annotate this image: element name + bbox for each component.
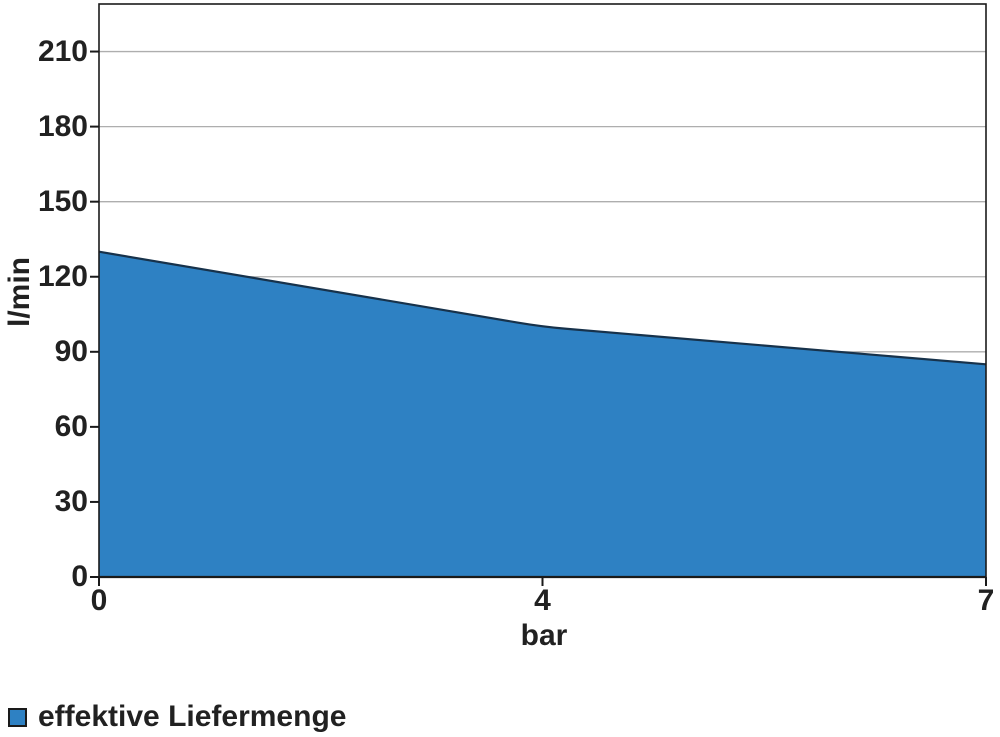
y-tick-label: 150 — [37, 184, 88, 218]
x-axis-title: bar — [520, 619, 568, 652]
y-tick-label: 90 — [54, 334, 88, 368]
legend-label: effektive Liefermenge — [38, 700, 347, 733]
y-tick-label: 120 — [37, 259, 88, 293]
y-axis-title: l/min — [3, 256, 36, 328]
y-tick-label: 60 — [54, 409, 88, 443]
y-tick-label: 180 — [37, 109, 88, 143]
y-tick-label: 0 — [71, 560, 88, 593]
legend: effektive Liefermenge — [8, 701, 346, 733]
x-tick-label: 4 — [534, 584, 551, 617]
legend-swatch-icon — [8, 707, 27, 727]
x-tick-label: 0 — [90, 584, 108, 617]
area-series-line — [98, 250, 987, 366]
x-tick-label: 7 — [977, 584, 995, 617]
y-tick-label: 210 — [37, 34, 88, 68]
area-series-fill — [99, 251, 986, 577]
y-tick-label: 30 — [54, 484, 88, 518]
